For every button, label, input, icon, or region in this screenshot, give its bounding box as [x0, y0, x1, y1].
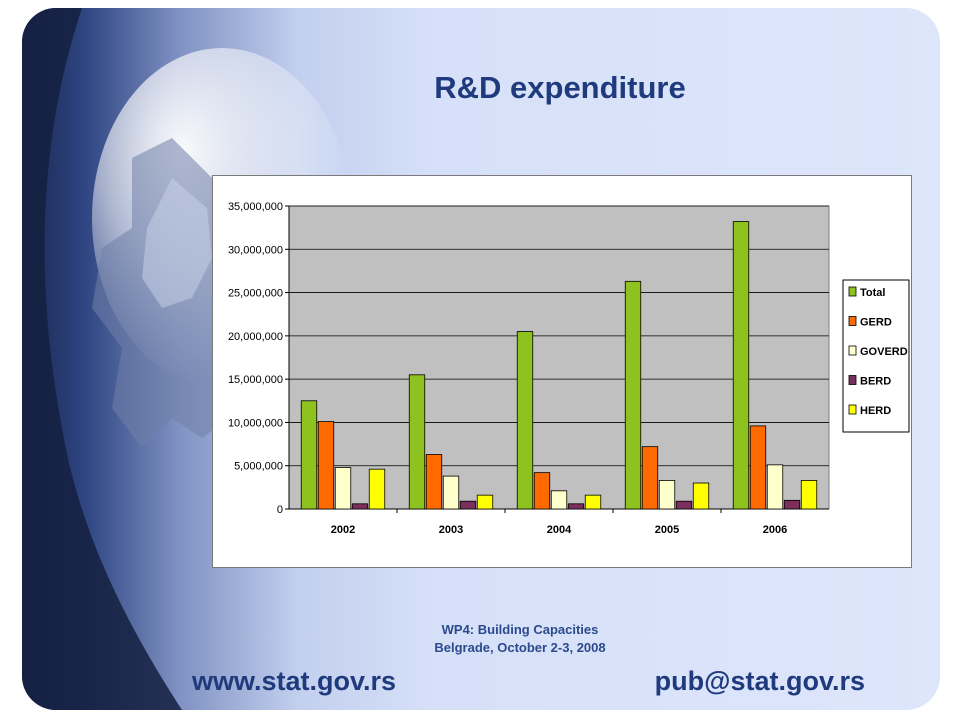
bar-berd-2006	[783, 499, 801, 510]
bar-chart: 0 5,000,000 10,000,000 15,000,000 20,000,000…	[228, 201, 910, 536]
y-tick-label: 0	[277, 504, 283, 516]
bar-total-2002	[300, 400, 318, 510]
bar-gerd-2005	[641, 446, 659, 510]
y-tick-label: 30,000,000	[228, 244, 283, 256]
bar-total-2006	[732, 221, 750, 510]
bar-berd-2002	[351, 503, 369, 510]
bar-berd-2004	[567, 503, 585, 510]
legend-label-goverd: GOVERD	[860, 346, 908, 358]
bar-herd-2005	[692, 482, 710, 510]
chart-container: 0 5,000,000 10,000,000 15,000,000 20,000,000…	[212, 175, 912, 568]
footer-event-title: WP4: Building Capacities	[441, 622, 599, 637]
bar-berd-2003	[459, 500, 477, 510]
bar-herd-2006	[800, 480, 818, 510]
bar-total-2004	[516, 331, 534, 510]
y-tick-label: 10,000,000	[228, 417, 283, 429]
bar-gerd-2002	[317, 421, 335, 510]
website-link[interactable]: www.stat.gov.rs	[192, 666, 397, 696]
x-tick-label: 2003	[439, 524, 463, 536]
x-tick-label: 2006	[763, 524, 787, 536]
email-link[interactable]: pub@stat.gov.rs	[654, 666, 865, 696]
legend-swatch-berd	[848, 375, 857, 385]
x-tick-label: 2004	[547, 524, 572, 536]
bar-herd-2002	[368, 468, 386, 510]
bar-berd-2005	[675, 500, 693, 510]
y-tick-label: 25,000,000	[228, 288, 283, 300]
bar-goverd-2005	[658, 480, 676, 510]
y-tick-label: 35,000,000	[228, 201, 283, 213]
x-tick-label: 2002	[331, 524, 355, 536]
bar-goverd-2006	[766, 464, 784, 510]
y-tick-label: 15,000,000	[228, 374, 283, 386]
y-tick-label: 20,000,000	[228, 331, 283, 343]
legend-swatch-goverd	[848, 345, 857, 356]
bar-goverd-2002	[334, 467, 352, 510]
x-tick-label: 2005	[655, 524, 679, 536]
legend-label-gerd: GERD	[860, 317, 892, 329]
bar-herd-2003	[476, 494, 494, 510]
footer-event-date: Belgrade, October 2-3, 2008	[434, 640, 606, 655]
y-tick-label: 5,000,000	[234, 461, 283, 473]
slide-title: R&D expenditure	[434, 70, 686, 105]
bar-total-2003	[408, 374, 426, 510]
legend-swatch-herd	[848, 404, 857, 415]
legend-label-total: Total	[860, 287, 885, 299]
bar-gerd-2004	[533, 472, 551, 510]
bar-gerd-2003	[425, 454, 443, 510]
bar-goverd-2003	[442, 475, 460, 510]
legend-label-berd: BERD	[860, 376, 891, 388]
legend-swatch-total	[848, 286, 857, 297]
bar-total-2005	[624, 280, 642, 510]
legend-label-herd: HERD	[860, 405, 891, 417]
bar-herd-2004	[584, 494, 602, 510]
legend-swatch-gerd	[848, 316, 857, 326]
bar-gerd-2006	[749, 425, 767, 510]
bar-goverd-2004	[550, 490, 568, 510]
